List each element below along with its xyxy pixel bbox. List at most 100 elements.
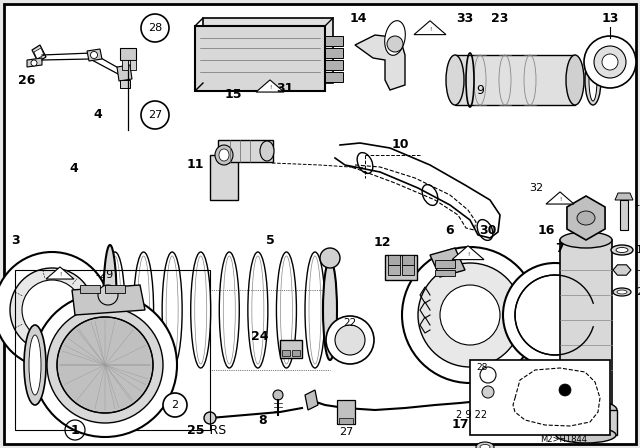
Text: 7: 7 [556,241,564,254]
Text: !: ! [559,197,561,202]
Circle shape [326,316,374,364]
Circle shape [163,393,187,417]
Polygon shape [72,285,145,315]
Text: 28: 28 [148,23,162,33]
Text: !: ! [59,272,61,277]
Bar [15,270,210,430]
Text: 9: 9 [476,83,484,96]
Text: 16: 16 [538,224,555,237]
Ellipse shape [446,55,464,105]
Ellipse shape [29,335,41,395]
Polygon shape [27,58,42,67]
Bar [122,60,128,70]
Circle shape [320,248,340,268]
Bar [435,260,455,268]
Text: !: ! [467,252,469,257]
Text: -18: -18 [635,200,640,210]
Text: 22: 22 [344,318,356,328]
Polygon shape [305,390,318,410]
Bar [455,55,575,105]
Text: 33: 33 [456,12,474,25]
Circle shape [335,325,365,355]
Polygon shape [615,193,633,200]
Circle shape [273,390,283,400]
Polygon shape [117,65,132,81]
Circle shape [529,379,541,391]
Bar [218,140,273,162]
Polygon shape [46,267,74,279]
Text: 6: 6 [445,224,454,237]
Polygon shape [87,49,102,61]
Text: 30: 30 [479,224,497,237]
Ellipse shape [560,232,612,248]
Text: 26: 26 [19,73,36,86]
Ellipse shape [616,247,628,253]
Polygon shape [195,26,325,91]
Circle shape [387,36,403,52]
Text: 14: 14 [350,12,367,25]
Bar [337,400,355,424]
Bar [339,418,353,424]
Bar [130,60,136,70]
Text: 5: 5 [266,233,275,246]
Text: 23: 23 [492,12,509,25]
Ellipse shape [617,290,627,294]
Text: 32: 32 [529,183,543,193]
Circle shape [204,412,216,424]
Circle shape [402,247,538,383]
Circle shape [31,60,37,66]
Bar [555,410,617,435]
Bar [388,255,400,265]
Ellipse shape [560,402,612,418]
Bar [620,200,628,230]
Ellipse shape [219,149,229,161]
Bar [388,265,400,275]
Bar [435,270,455,276]
Polygon shape [203,18,333,83]
Text: 3: 3 [11,233,19,246]
Circle shape [141,101,169,129]
Bar [385,255,417,280]
Ellipse shape [585,55,601,105]
Bar [120,48,136,60]
Text: 11: 11 [186,159,204,172]
Circle shape [33,293,177,437]
Circle shape [22,280,82,340]
Bar [402,265,414,275]
Bar [325,36,343,46]
Ellipse shape [260,141,274,161]
Circle shape [482,386,494,398]
Text: 12: 12 [373,236,391,249]
Ellipse shape [385,21,405,55]
Text: 27: 27 [339,427,353,437]
Circle shape [418,263,522,367]
Text: 10: 10 [391,138,409,151]
Circle shape [559,384,571,396]
Text: 24: 24 [250,329,268,343]
Bar [280,340,302,358]
Text: 25: 25 [188,423,205,436]
Circle shape [515,415,525,425]
Circle shape [602,54,618,70]
Circle shape [98,285,118,305]
Bar [292,350,300,356]
Ellipse shape [323,260,337,360]
Polygon shape [355,35,405,90]
Circle shape [503,263,607,367]
Ellipse shape [611,245,633,255]
Circle shape [10,268,94,352]
Bar [210,155,238,200]
Text: 8: 8 [259,414,268,426]
Ellipse shape [556,427,616,443]
Ellipse shape [24,325,46,405]
Polygon shape [430,248,465,277]
Text: 4: 4 [93,108,102,121]
Polygon shape [546,192,574,204]
Ellipse shape [480,444,490,448]
Circle shape [584,36,636,88]
Bar [325,48,343,58]
Ellipse shape [215,145,233,165]
Polygon shape [34,48,44,59]
Polygon shape [256,80,284,92]
Circle shape [480,367,496,383]
